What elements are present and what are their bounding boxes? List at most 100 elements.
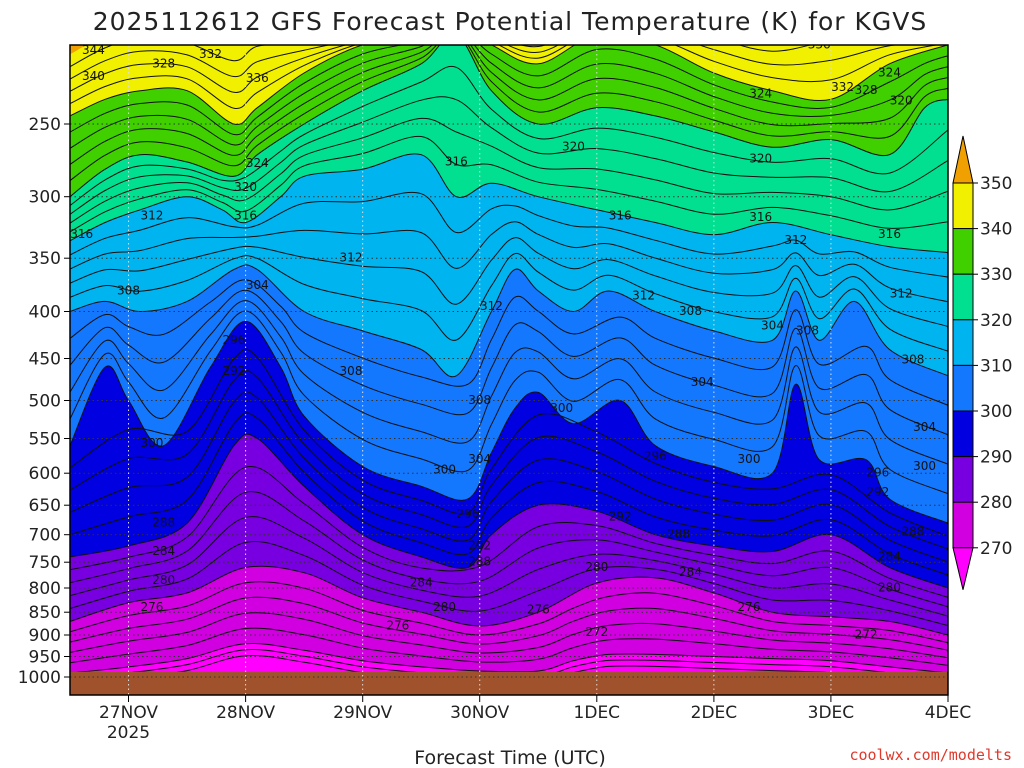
contour-line bbox=[70, 45, 900, 93]
contour-label: 304 bbox=[468, 452, 491, 466]
x-tick-label: 29NOV bbox=[333, 703, 392, 723]
x-tick-label: 3DEC bbox=[808, 703, 855, 723]
contour-label: 312 bbox=[784, 233, 807, 247]
contour-line bbox=[70, 433, 948, 589]
credit-text[interactable]: coolwx.com/modelts bbox=[849, 746, 1012, 764]
contour-label: 284 bbox=[878, 549, 901, 563]
y-tick-label: 850 bbox=[29, 603, 61, 623]
contour-label: 296 bbox=[866, 466, 889, 480]
contour-line bbox=[70, 300, 948, 465]
contour-line bbox=[70, 135, 948, 233]
contour-line bbox=[70, 310, 948, 495]
contour-line bbox=[70, 627, 948, 666]
colorbar-segment bbox=[952, 273, 974, 321]
colorbar-segment bbox=[952, 456, 974, 503]
x-tick-label: 2DEC bbox=[691, 703, 738, 723]
contour-label: 312 bbox=[480, 299, 503, 313]
contour-label: 300 bbox=[140, 436, 163, 450]
contour-label: 308 bbox=[901, 353, 924, 367]
x-tick-label: 28NOV bbox=[216, 703, 275, 723]
contour-label: 284 bbox=[679, 565, 702, 579]
contour-label: 304 bbox=[691, 375, 714, 389]
colorbar-label: 350 bbox=[980, 174, 1012, 194]
contour-label: 312 bbox=[140, 209, 163, 223]
contour-line bbox=[70, 541, 948, 627]
contour-label: 280 bbox=[878, 581, 901, 595]
contour-label: 324 bbox=[246, 156, 269, 170]
contour-label: 288 bbox=[152, 516, 175, 530]
contour-label: 320 bbox=[234, 180, 257, 194]
grid-lines bbox=[70, 45, 948, 695]
contour-line bbox=[70, 45, 948, 149]
contour-label: 296 bbox=[222, 333, 245, 347]
contour-label: 304 bbox=[913, 420, 936, 434]
contour-label: 300 bbox=[550, 401, 573, 415]
contour-line bbox=[70, 96, 948, 215]
y-tick-label: 600 bbox=[29, 464, 61, 484]
contour-label: 308 bbox=[468, 393, 491, 407]
contour-label: 340 bbox=[796, 0, 819, 6]
x-tick-label: 1DEC bbox=[574, 703, 621, 723]
contour-label: 316 bbox=[234, 209, 257, 223]
contour-line bbox=[70, 45, 948, 198]
contour-label: 344 bbox=[82, 43, 105, 57]
chart-title: 2025112612 GFS Forecast Potential Temper… bbox=[93, 7, 928, 36]
contour-label: 316 bbox=[878, 227, 901, 241]
contour-line bbox=[70, 565, 948, 636]
contour-line bbox=[70, 320, 948, 524]
contour-label: 312 bbox=[340, 251, 363, 265]
colorbar-segment bbox=[952, 228, 974, 275]
contour-line bbox=[70, 45, 948, 182]
contour-line bbox=[70, 596, 948, 651]
contour-label: 296 bbox=[644, 449, 667, 463]
contour-label: 276 bbox=[386, 619, 409, 633]
contour-label: 332 bbox=[667, 0, 690, 6]
contour-line bbox=[70, 412, 948, 576]
contour-label: 336 bbox=[246, 71, 269, 85]
y-tick-label: 800 bbox=[29, 579, 61, 599]
contour-lines bbox=[70, 45, 948, 686]
contour-label: 312 bbox=[890, 287, 913, 301]
colorbar-label: 280 bbox=[980, 493, 1012, 513]
colorbar-label: 320 bbox=[980, 311, 1012, 331]
contour-label: 324 bbox=[749, 87, 772, 101]
contour-label: 336 bbox=[808, 37, 831, 51]
contour-label: 276 bbox=[140, 600, 163, 614]
contour-line bbox=[70, 289, 948, 436]
contour-label: 304 bbox=[761, 319, 784, 333]
contour-line bbox=[70, 45, 813, 80]
colorbar-segment bbox=[952, 319, 974, 366]
y-tick-label: 900 bbox=[29, 626, 61, 646]
contour-line bbox=[70, 264, 948, 378]
contour-label: 276 bbox=[527, 602, 550, 616]
y-tick-label: 350 bbox=[29, 249, 61, 269]
y-tick-label: 700 bbox=[29, 526, 61, 546]
contour-line bbox=[70, 252, 948, 352]
band-340 bbox=[70, 45, 948, 125]
colorbar-segment bbox=[952, 364, 974, 412]
contour-label: 308 bbox=[340, 364, 363, 378]
contour-label: 280 bbox=[152, 573, 175, 587]
y-tick-label: 250 bbox=[29, 115, 61, 135]
contour-label: 284 bbox=[410, 576, 433, 590]
contour-label: 288 bbox=[468, 555, 491, 569]
x-tick-label: 30NOV bbox=[450, 703, 509, 723]
contour-line bbox=[70, 581, 948, 644]
contour-label: 300 bbox=[433, 462, 456, 476]
contour-label: 280 bbox=[585, 560, 608, 574]
contour-line bbox=[70, 221, 948, 303]
contour-label: 316 bbox=[609, 209, 632, 223]
contour-label: 316 bbox=[445, 155, 468, 169]
y-tick-label: 500 bbox=[29, 392, 61, 412]
contour-label: 332 bbox=[199, 47, 222, 61]
colorbar-label: 310 bbox=[980, 356, 1012, 376]
contour-line bbox=[70, 237, 948, 327]
contour-line bbox=[70, 45, 948, 136]
contour-line bbox=[70, 348, 948, 537]
contour-label: 280 bbox=[433, 600, 456, 614]
contour-label: 272 bbox=[585, 625, 608, 639]
contour-label: 276 bbox=[738, 600, 761, 614]
